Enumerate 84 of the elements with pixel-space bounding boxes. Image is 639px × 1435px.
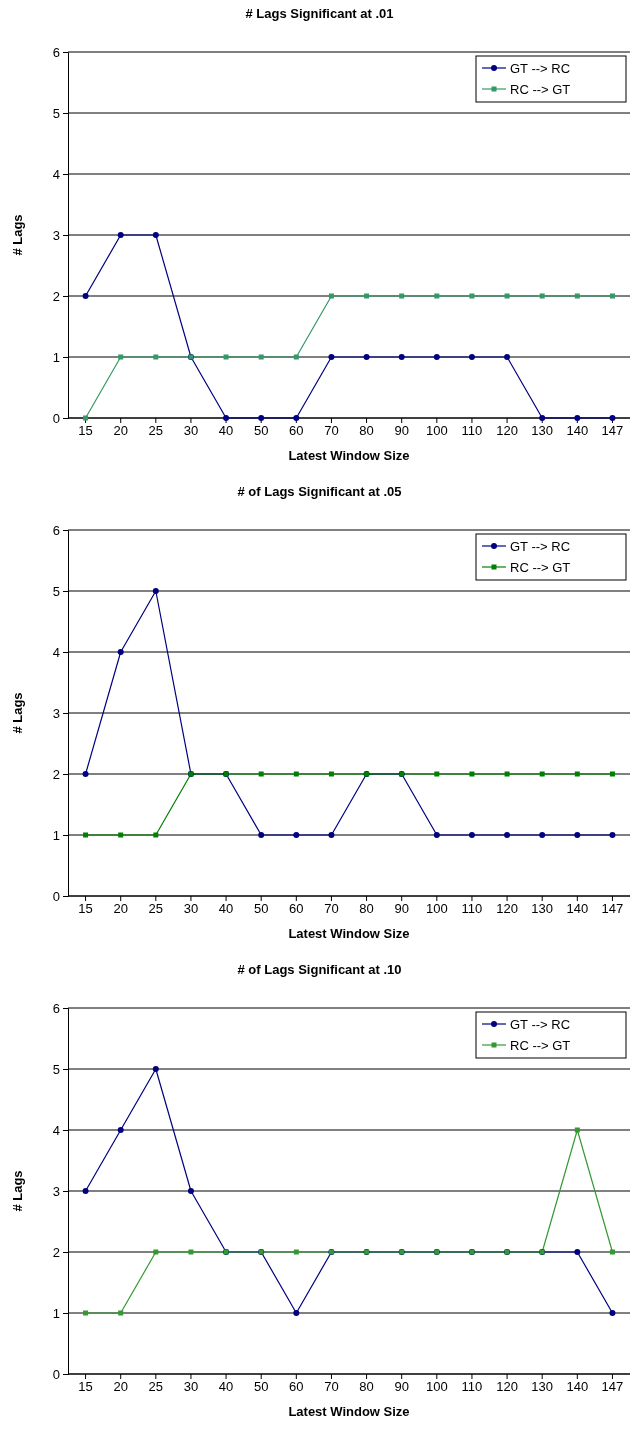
y-tick-label: 0 [52, 1366, 60, 1382]
y-axis-title: # Lags [10, 692, 25, 734]
chart-title: # of Lags Significant at .05 [237, 484, 402, 499]
x-tick-label: 140 [566, 423, 589, 439]
x-tick-label: 25 [148, 1379, 164, 1395]
x-tick-label: 147 [601, 423, 624, 439]
x-tick-label: 70 [324, 1379, 339, 1395]
x-tick-label: 40 [218, 423, 234, 439]
x-tick-label: 70 [324, 901, 339, 917]
y-tick-label: 2 [52, 766, 60, 782]
y-tick-label: 0 [52, 888, 60, 904]
x-tick-label: 120 [496, 901, 518, 917]
chart-title: # Lags Significant at .01 [245, 6, 394, 21]
x-tick-label: 15 [78, 423, 93, 439]
x-tick-label: 20 [113, 1379, 128, 1395]
x-tick-label: 90 [394, 423, 409, 439]
x-tick-label: 80 [359, 423, 374, 439]
x-tick-label: 80 [359, 901, 374, 917]
x-tick-label: 15 [78, 1379, 93, 1395]
y-tick-label: 6 [52, 1000, 60, 1016]
x-tick-label: 30 [183, 901, 199, 917]
x-tick-label: 90 [394, 901, 409, 917]
x-tick-label: 130 [531, 901, 554, 917]
x-tick-label: 50 [253, 423, 269, 439]
y-tick-label: 2 [52, 288, 60, 304]
x-tick-label: 40 [218, 1379, 234, 1395]
x-tick-label: 50 [253, 901, 269, 917]
x-tick-label: 50 [253, 1379, 269, 1395]
y-axis-title: # Lags [10, 1170, 25, 1212]
y-tick-label: 0 [52, 410, 60, 426]
y-tick-label: 1 [52, 1305, 60, 1321]
x-tick-label: 110 [461, 1379, 483, 1395]
x-tick-label: 15 [78, 901, 93, 917]
x-tick-label: 110 [461, 423, 483, 439]
legend-label: GT --> RC [510, 1017, 571, 1032]
x-axis-title: Latest Window Size [288, 448, 410, 463]
legend-label: RC --> GT [510, 560, 571, 575]
x-tick-label: 25 [148, 423, 164, 439]
y-tick-label: 3 [52, 1183, 60, 1199]
x-axis-title: Latest Window Size [288, 926, 410, 941]
y-tick-label: 1 [52, 827, 60, 843]
x-tick-label: 100 [425, 1379, 448, 1395]
x-tick-label: 147 [601, 901, 624, 917]
x-tick-label: 140 [566, 1379, 589, 1395]
y-tick-label: 5 [52, 105, 60, 121]
y-axis-title: # Lags [10, 214, 25, 256]
x-axis-title: Latest Window Size [288, 1404, 410, 1419]
legend-label: GT --> RC [510, 61, 571, 76]
x-tick-label: 30 [183, 423, 199, 439]
x-tick-label: 100 [425, 901, 448, 917]
y-tick-label: 6 [52, 44, 60, 60]
x-tick-label: 20 [113, 901, 128, 917]
x-tick-label: 60 [289, 1379, 304, 1395]
x-tick-label: 130 [531, 423, 554, 439]
y-tick-label: 4 [52, 1122, 60, 1138]
x-tick-label: 140 [566, 901, 589, 917]
x-tick-label: 120 [496, 1379, 518, 1395]
y-tick-label: 1 [52, 349, 60, 365]
legend-label: RC --> GT [510, 82, 571, 97]
x-tick-label: 120 [496, 423, 518, 439]
x-tick-label: 147 [601, 1379, 624, 1395]
y-tick-label: 3 [52, 705, 60, 721]
x-tick-label: 130 [531, 1379, 554, 1395]
x-tick-label: 90 [394, 1379, 409, 1395]
legend-label: GT --> RC [510, 539, 571, 554]
y-tick-label: 6 [52, 522, 60, 538]
y-tick-label: 5 [52, 583, 60, 599]
legend-label: RC --> GT [510, 1038, 571, 1053]
x-tick-label: 60 [289, 901, 304, 917]
y-tick-label: 4 [52, 166, 60, 182]
x-tick-label: 25 [148, 901, 164, 917]
y-tick-label: 2 [52, 1244, 60, 1260]
y-tick-label: 4 [52, 644, 60, 660]
y-tick-label: 3 [52, 227, 60, 243]
x-tick-label: 70 [324, 423, 339, 439]
x-tick-label: 20 [113, 423, 128, 439]
x-tick-label: 100 [425, 423, 448, 439]
x-tick-label: 40 [218, 901, 234, 917]
x-tick-label: 80 [359, 1379, 374, 1395]
x-tick-label: 110 [461, 901, 483, 917]
x-tick-label: 60 [289, 423, 304, 439]
chart-title: # of Lags Significant at .10 [237, 962, 402, 977]
x-tick-label: 30 [183, 1379, 199, 1395]
y-tick-label: 5 [52, 1061, 60, 1077]
